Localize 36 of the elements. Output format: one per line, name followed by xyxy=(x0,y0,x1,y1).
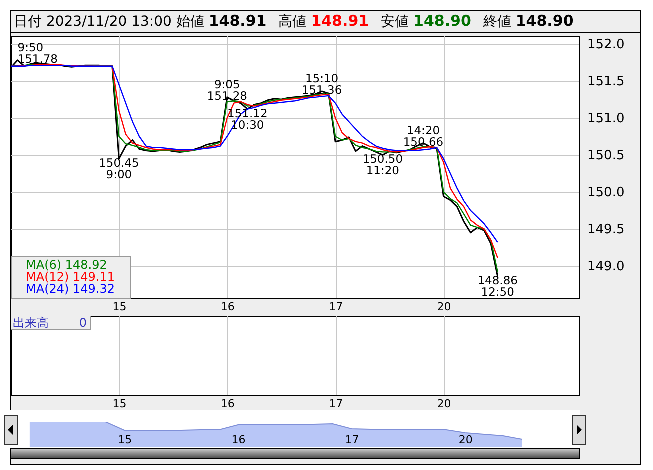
text: 始値 148.91 xyxy=(176,12,267,30)
y-tick-label: 151.5 xyxy=(588,74,625,90)
category-label: 15 xyxy=(112,398,127,410)
x-tick-label: 17 xyxy=(345,434,360,446)
y-tick-label: 152.0 xyxy=(588,38,625,53)
x-tick-label: 17 xyxy=(329,300,344,314)
y-tick-label: 150.0 xyxy=(588,186,625,201)
text: MA(12) 149.11 xyxy=(26,270,115,284)
category-label: 16 xyxy=(220,398,235,410)
y-tick-label: 151.0 xyxy=(588,112,625,127)
category-label: 20 xyxy=(437,398,452,410)
y-tick-label: 149.5 xyxy=(588,222,625,238)
x-tick-label: 15 xyxy=(118,434,132,446)
data-label: 9:50 151.78 xyxy=(18,40,58,66)
data-label: 150.50 11:20 xyxy=(362,152,404,178)
text: MA(24) 149.32 xyxy=(26,282,115,296)
chart-title: 日付 2023/11/20 13:00 xyxy=(14,14,173,30)
text: MA(6) 148.92 xyxy=(26,258,108,272)
x-tick-label: 20 xyxy=(437,300,452,314)
category-label: 17 xyxy=(329,398,344,410)
data-label: 14:20 150.66 xyxy=(403,123,444,149)
text: 高値 148.91 xyxy=(278,12,370,30)
text: 安値 148.90 xyxy=(381,12,472,30)
data-label: 9:05 151.28 xyxy=(207,77,248,103)
x-tick-label: 16 xyxy=(220,300,235,314)
text: 出来高 xyxy=(13,316,49,330)
x-tick-label: 15 xyxy=(112,300,127,314)
x-tick-label: 20 xyxy=(458,434,473,446)
data-label: 150.45 9:00 xyxy=(99,156,140,182)
text: 終値 148.90 xyxy=(483,12,574,30)
data-label: 148.86 12:50 xyxy=(478,274,518,300)
y-tick-label: 150.5 xyxy=(588,148,625,164)
y-tick-label: 149.0 xyxy=(588,260,625,275)
x-tick-label: 16 xyxy=(232,434,246,446)
data-label: 15:10 151.36 xyxy=(302,72,342,98)
text: 0 xyxy=(79,316,87,330)
